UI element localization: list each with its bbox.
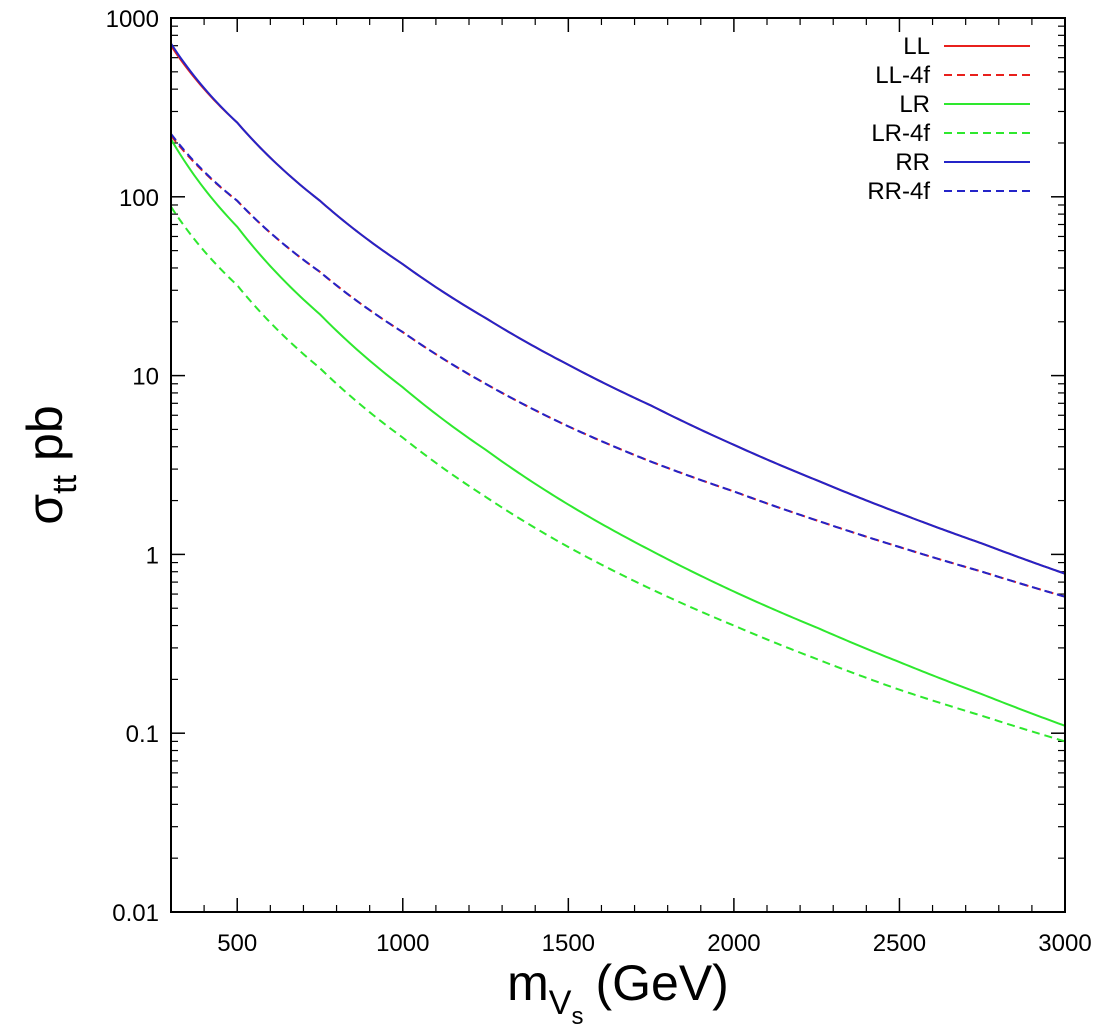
tick-labels-layer: 500 1000 1500 2000 2500 3000 0.01 0.1 1 10 100 1000 (106, 6, 1092, 957)
y-tick-label: 10 (132, 364, 159, 391)
series-layer (170, 42, 1066, 743)
series-line-lr (170, 138, 1066, 727)
y-tick-label: 0.01 (112, 900, 159, 927)
x-axis-sub: V (549, 984, 572, 1022)
y-axis-unit: pb (17, 405, 73, 461)
series-line-rr-4f (170, 133, 1066, 598)
ticks-layer (170, 17, 1066, 913)
x-tick-label: 500 (217, 930, 257, 957)
x-axis-title: mVs (GeV) (507, 955, 729, 1030)
series-line-ll (170, 45, 1066, 575)
x-tick-label: 1000 (376, 930, 429, 957)
y-axis-title: σtt pb (17, 405, 84, 524)
legend-label-rr: RR (895, 149, 930, 176)
x-tick-label: 1500 (542, 930, 595, 957)
x-axis-subsub: s (571, 1003, 583, 1030)
x-tick-label: 3000 (1038, 930, 1091, 957)
y-tick-label: 0.1 (126, 721, 159, 748)
y-tick-label: 1 (146, 542, 159, 569)
x-tick-label: 2500 (873, 930, 926, 957)
series-line-lr-4f (170, 206, 1066, 743)
y-tick-label: 100 (119, 185, 159, 212)
series-line-ll-4f (170, 134, 1066, 598)
legend-label-ll-4f: LL-4f (875, 62, 930, 89)
x-tick-label: 2000 (707, 930, 760, 957)
y-axis-main: σ (17, 494, 73, 525)
plot-frame (170, 17, 1066, 913)
x-axis-main: m (507, 955, 549, 1011)
legend-label-lr: LR (899, 91, 930, 118)
x-axis-unit: (GeV) (595, 955, 728, 1011)
y-tick-label: 1000 (106, 6, 159, 33)
legend-label-lr-4f: LR-4f (871, 120, 930, 147)
y-axis-sub: tt (46, 474, 84, 493)
legend-label-ll: LL (903, 33, 930, 60)
series-line-rr (170, 42, 1066, 575)
legend-label-rr-4f: RR-4f (867, 178, 930, 205)
